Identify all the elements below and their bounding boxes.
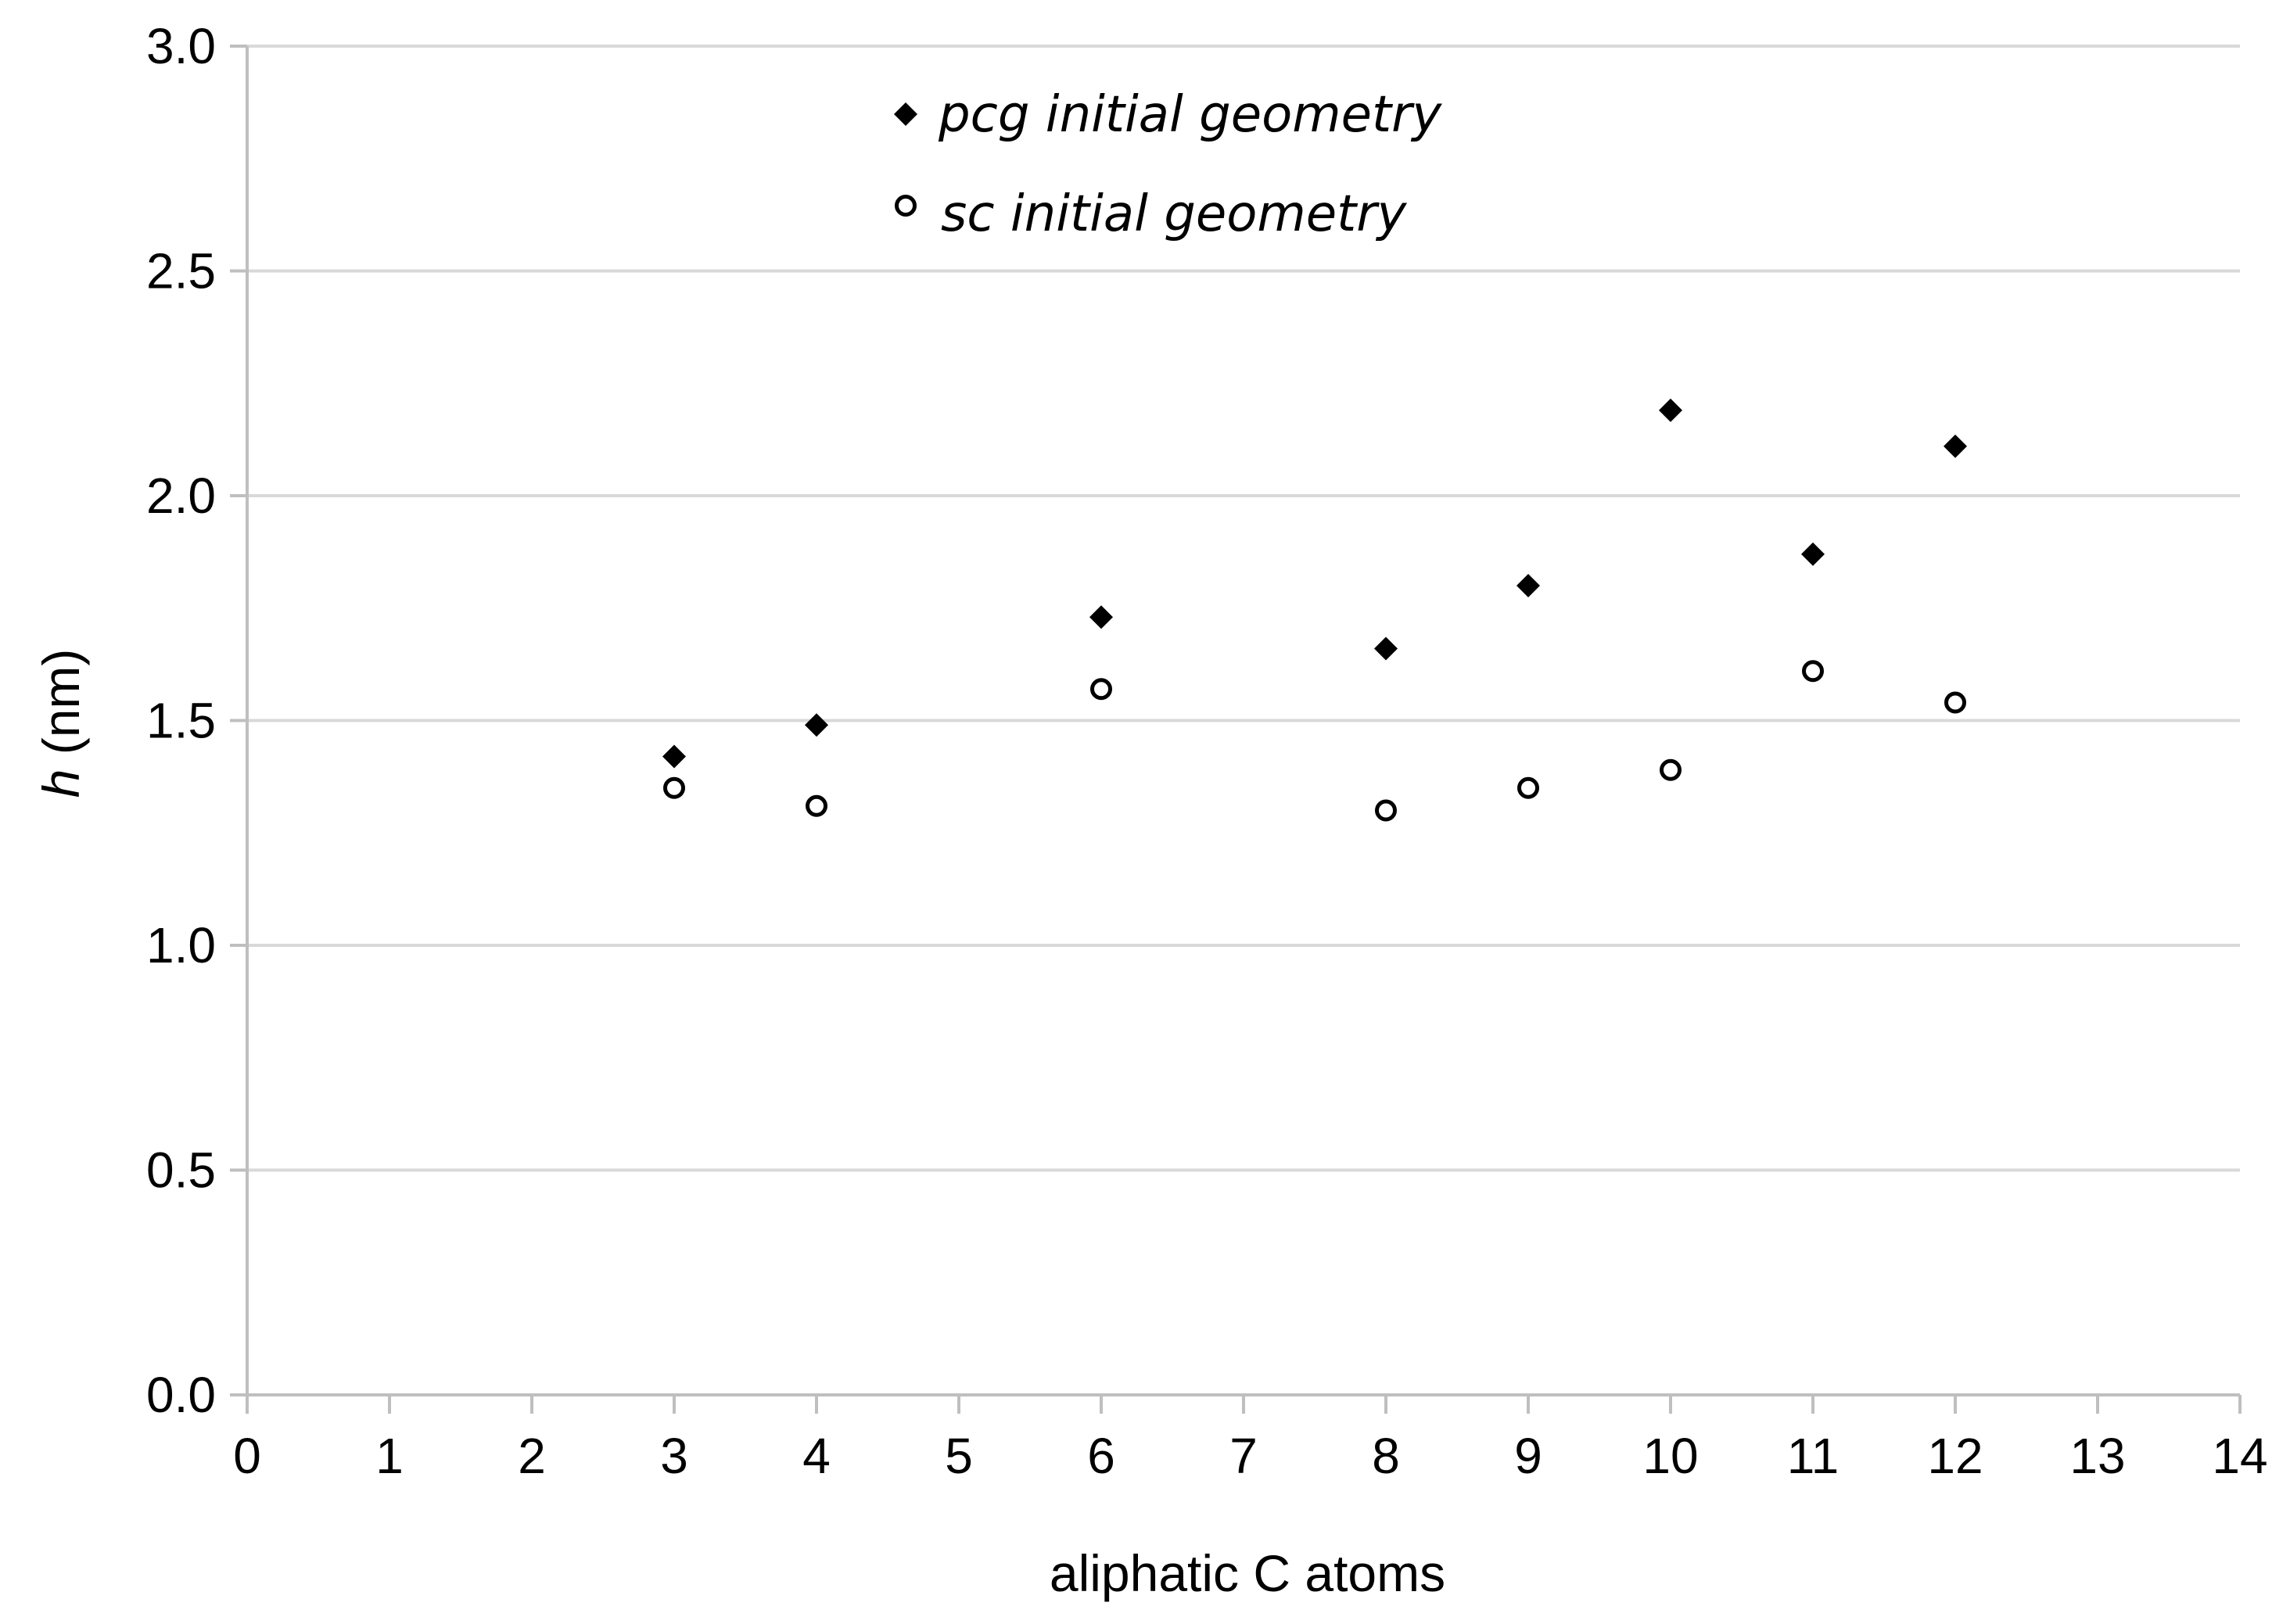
x-tick-label: 1 bbox=[375, 1428, 404, 1484]
legend: pcg initial geometry sc initial geometry bbox=[894, 86, 1442, 243]
pcg-data-point bbox=[1516, 574, 1540, 597]
x-tick-label: 14 bbox=[2212, 1428, 2267, 1484]
x-tick-label: 3 bbox=[660, 1428, 688, 1484]
x-tick-label: 2 bbox=[518, 1428, 546, 1484]
sc-data-point bbox=[1517, 776, 1539, 799]
y-axis-title-unit: (nm) bbox=[32, 649, 90, 769]
x-tick-label: 6 bbox=[1087, 1428, 1115, 1484]
legend-label-pcg: pcg initial geometry bbox=[938, 86, 1442, 144]
pcg-data-point bbox=[1089, 605, 1113, 629]
series-pcg bbox=[662, 398, 1967, 769]
y-tick-label: 2.5 bbox=[146, 243, 216, 299]
x-tick-label: 12 bbox=[1927, 1428, 1983, 1484]
y-axis-title-variable: h bbox=[32, 769, 90, 798]
pcg-data-point bbox=[1374, 636, 1398, 661]
x-tick-label: 11 bbox=[1787, 1428, 1839, 1484]
x-tick-label: 0 bbox=[233, 1428, 261, 1484]
y-tick-label: 0.5 bbox=[146, 1142, 216, 1199]
legend-circle-marker bbox=[895, 195, 917, 217]
y-tick-label: 1.5 bbox=[146, 693, 216, 749]
legend-diamond-marker bbox=[894, 102, 917, 126]
sc-data-point bbox=[1802, 660, 1824, 683]
x-tick-label: 9 bbox=[1514, 1428, 1542, 1484]
series-sc bbox=[663, 660, 1966, 822]
x-tick-label: 5 bbox=[945, 1428, 973, 1484]
pcg-data-point bbox=[805, 713, 828, 737]
y-tick-label: 3.0 bbox=[146, 18, 216, 74]
x-axis-title: aliphatic C atoms bbox=[1050, 1544, 1445, 1602]
sc-data-point bbox=[1375, 799, 1397, 822]
pcg-data-point bbox=[1659, 398, 1682, 422]
data-series bbox=[662, 398, 1967, 822]
sc-data-point bbox=[1944, 691, 1966, 714]
y-tick-label: 1.0 bbox=[146, 917, 216, 973]
y-tick-label: 2.0 bbox=[146, 468, 216, 524]
pcg-data-point bbox=[662, 744, 686, 769]
pcg-data-point bbox=[1944, 434, 1967, 458]
x-tick-label: 13 bbox=[2069, 1428, 2125, 1484]
y-axis-title: h (nm) bbox=[32, 649, 90, 798]
axes bbox=[230, 45, 2242, 1414]
y-tick-label: 0.0 bbox=[146, 1367, 216, 1423]
sc-data-point bbox=[806, 794, 827, 817]
sc-data-point bbox=[1660, 758, 1682, 781]
tick-labels: 0.00.51.01.52.02.53.00 1 2 3 4 5 6 7 8 9 10 11 12 13 1… bbox=[146, 18, 2268, 1484]
sc-data-point bbox=[663, 776, 685, 799]
x-tick-label: 7 bbox=[1229, 1428, 1258, 1484]
x-tick-label: 8 bbox=[1372, 1428, 1400, 1484]
legend-label-sc: sc initial geometry bbox=[941, 185, 1408, 243]
x-tick-label: 4 bbox=[802, 1428, 831, 1484]
sc-data-point bbox=[1090, 678, 1112, 701]
pcg-data-point bbox=[1801, 542, 1825, 566]
x-tick-label: 10 bbox=[1642, 1428, 1698, 1484]
gridlines bbox=[247, 45, 2240, 1172]
